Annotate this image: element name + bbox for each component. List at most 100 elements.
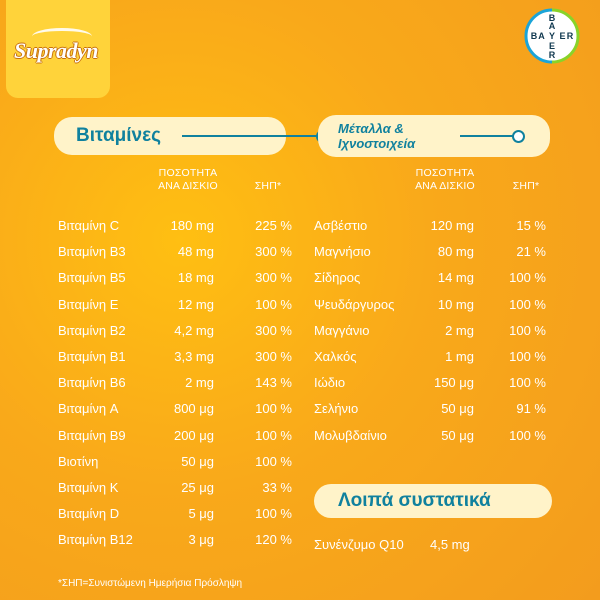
minerals-amount-header: ΠΟΣΟΤΗΤΑ ΑΝΑ ΔΙΣΚΙΟ [395, 167, 495, 193]
row-amount: 4,2 mg [174, 322, 214, 338]
minerals-header-pill: Μέταλλα & Ιχνοστοιχεία [318, 115, 550, 157]
table-row: Βιταμίνη B12 3 μg 120 % [58, 532, 298, 552]
minerals-header-line [460, 135, 516, 137]
vitamins-amount-header: ΠΟΣΟΤΗΤΑ ΑΝΑ ΔΙΣΚΙΟ [138, 167, 238, 193]
row-pct: 100 % [509, 375, 546, 391]
table-row: Βιταμίνη B1 3,3 mg 300 % [58, 349, 298, 369]
row-amount: 3 μg [188, 532, 214, 548]
table-row: Βιταμίνη B2 4,2 mg 300 % [58, 323, 298, 343]
row-pct: 100 % [255, 296, 292, 312]
row-pct: 225 % [255, 218, 292, 233]
svg-text:R: R [549, 50, 556, 60]
svg-text:B: B [549, 13, 556, 23]
row-pct: 100 % [509, 296, 546, 312]
minerals-amount-header-line2: ΑΝΑ ΔΙΣΚΙΟ [415, 180, 475, 192]
row-amount: 4,5 mg [430, 537, 470, 552]
row-amount: 80 mg [437, 244, 474, 260]
row-pct: 100 % [255, 427, 292, 443]
row-name: Βιταμίνη B12 [58, 532, 133, 548]
row-amount: 50 μg [441, 401, 474, 417]
brand-tab [6, 0, 110, 98]
row-pct: 300 % [255, 322, 292, 338]
vitamins-title: Βιταμίνες [76, 125, 161, 146]
row-pct: 300 % [255, 349, 292, 364]
row-amount: 14 mg [437, 270, 474, 286]
row-amount: 48 mg [177, 244, 214, 260]
row-amount: 2 mg [185, 375, 214, 391]
table-row: Βιταμίνη B5 18 mg 300 % [58, 270, 298, 290]
table-row: Βιταμίνη A 800 μg 100 % [58, 401, 298, 421]
minerals-pct-header: ΣΗΠ* [512, 180, 540, 192]
vitamins-header-pill: Βιταμίνες [54, 117, 329, 155]
row-pct: 100 % [255, 401, 292, 417]
row-name: Ιώδιο [314, 375, 346, 391]
svg-text:Y: Y [549, 31, 555, 41]
row-amount: 1 mg [445, 349, 474, 364]
row-name: Βιταμίνη K [58, 480, 119, 495]
row-name: Μαγνήσιο [314, 244, 371, 260]
row-pct: 300 % [255, 244, 292, 260]
table-row: Βιταμίνη B9 200 μg 100 % [58, 428, 298, 448]
row-name: Βιταμίνη E [58, 296, 119, 312]
row-name: Βιταμίνη D [58, 506, 120, 522]
table-row: Συνένζυμο Q10 4,5 mg [314, 537, 554, 557]
row-name: Μολυβδαίνιο [314, 427, 387, 443]
table-row: Ασβέστιο 120 mg 15 % [314, 218, 554, 238]
vitamins-header-line [182, 135, 320, 137]
table-row: Βιοτίνη 50 μg 100 % [58, 454, 298, 474]
row-name: Βιταμίνη B1 [58, 349, 126, 364]
row-pct: 100 % [255, 453, 292, 469]
vitamins-amount-header-line2: ΑΝΑ ΔΙΣΚΙΟ [158, 180, 218, 192]
row-name: Βιταμίνη B5 [58, 270, 126, 286]
footnote: *ΣΗΠ=Συνιστώμενη Ημερήσια Πρόσληψη [58, 578, 243, 589]
bayer-logo: B A Y E R B A E R [524, 8, 580, 64]
minerals-title: Μέταλλα & Ιχνοστοιχεία [338, 121, 415, 151]
table-row: Βιταμίνη D 5 μg 100 % [58, 506, 298, 526]
row-amount: 180 mg [170, 218, 214, 233]
svg-text:E: E [559, 31, 565, 41]
row-amount: 5 μg [188, 506, 214, 522]
row-pct: 91 % [516, 401, 546, 417]
table-row: Βιταμίνη C 180 mg 225 % [58, 218, 298, 238]
other-title: Λοιπά συστατικά [338, 490, 491, 511]
brand-name: Supradyn [14, 38, 99, 63]
minerals-header-dot [512, 130, 525, 143]
table-row: Βιταμίνη B3 48 mg 300 % [58, 244, 298, 264]
row-name: Βιταμίνη B2 [58, 322, 126, 338]
table-row: Βιταμίνη K 25 μg 33 % [58, 480, 298, 500]
other-header-pill: Λοιπά συστατικά [314, 484, 552, 518]
table-row: Μαγνήσιο 80 mg 21 % [314, 244, 554, 264]
row-amount: 200 μg [173, 427, 214, 443]
row-amount: 12 mg [177, 296, 214, 312]
row-amount: 3,3 mg [174, 349, 214, 364]
row-amount: 150 μg [433, 375, 474, 391]
row-amount: 120 mg [430, 218, 474, 233]
vitamins-pct-header: ΣΗΠ* [254, 180, 282, 192]
row-name: Βιταμίνη C [58, 218, 120, 233]
row-name: Βιταμίνη B3 [58, 244, 126, 260]
minerals-amount-header-line1: ΠΟΣΟΤΗΤΑ [415, 167, 475, 179]
row-name: Σελήνιο [314, 401, 359, 417]
table-row: Βιταμίνη B6 2 mg 143 % [58, 375, 298, 395]
row-name: Σίδηρος [314, 270, 361, 286]
brand-swoosh [32, 28, 92, 45]
row-pct: 100 % [509, 322, 546, 338]
svg-text:E: E [549, 41, 555, 51]
row-pct: 33 % [262, 480, 292, 495]
row-pct: 300 % [255, 270, 292, 286]
row-pct: 100 % [509, 349, 546, 364]
table-row: Χαλκός 1 mg 100 % [314, 349, 554, 369]
vitamins-amount-header-line1: ΠΟΣΟΤΗΤΑ [158, 167, 218, 179]
row-name: Μαγγάνιο [314, 322, 370, 338]
row-name: Βιταμίνη A [58, 401, 119, 417]
row-name: Ψευδάργυρος [314, 296, 395, 312]
row-name: Χαλκός [314, 349, 357, 364]
row-pct: 120 % [255, 532, 292, 548]
brand-logo: Supradyn [0, 0, 110, 100]
row-pct: 100 % [509, 427, 546, 443]
row-amount: 50 μg [441, 427, 474, 443]
table-row: Βιταμίνη E 12 mg 100 % [58, 297, 298, 317]
row-name: Συνένζυμο Q10 [314, 537, 404, 552]
table-row: Ψευδάργυρος 10 mg 100 % [314, 297, 554, 317]
row-pct: 15 % [516, 218, 546, 233]
